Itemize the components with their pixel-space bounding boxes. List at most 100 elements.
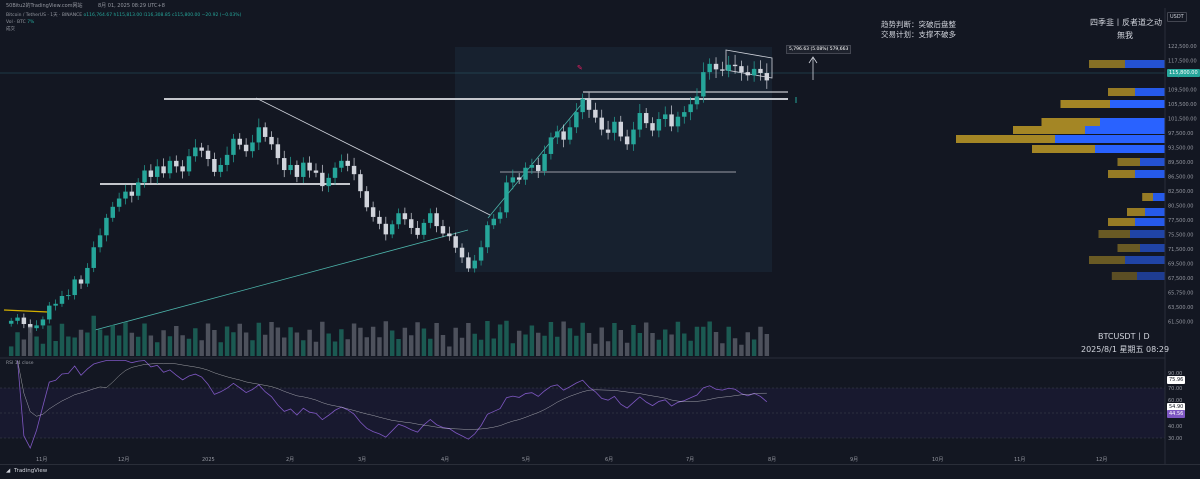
candle-body — [8, 320, 14, 324]
profile-bar-blue — [1137, 272, 1165, 280]
candle-body — [396, 213, 401, 225]
volume-bar — [193, 328, 198, 356]
volume-profile — [956, 60, 1165, 280]
volume-bar — [726, 326, 731, 356]
candle-body — [389, 224, 395, 235]
volume-bar — [148, 335, 154, 356]
candle-body — [643, 113, 649, 124]
candle-body — [612, 121, 617, 133]
profile-bar-blue — [1100, 118, 1165, 126]
candle-body — [110, 206, 115, 218]
candle-body — [148, 170, 154, 177]
brand-label[interactable]: TradingView — [14, 468, 48, 474]
header-bar: 50Bitu2的TradingView.com网站 8月 01, 2025 08… — [0, 0, 1200, 9]
time-tick-label: 7月 — [686, 457, 694, 463]
author-watermark-2: 無我 — [1117, 31, 1133, 40]
volume-bar — [529, 325, 535, 356]
candle-body — [40, 319, 46, 326]
candle-body — [129, 191, 135, 196]
candle-body — [593, 109, 598, 118]
candle-body — [91, 247, 96, 268]
trend-label: 趋势判断： — [881, 20, 919, 29]
tradingview-logo-icon[interactable]: ◢ — [6, 468, 11, 474]
candle-body — [491, 218, 496, 226]
volume-bar — [250, 340, 255, 356]
range-box — [455, 47, 772, 272]
candle-body — [313, 170, 319, 173]
rsi-line — [17, 360, 768, 449]
rsi-legend: RSI 14 close — [6, 361, 34, 366]
candle-body — [580, 98, 585, 113]
candle-body — [434, 213, 439, 227]
candle-body — [161, 166, 166, 174]
profile-bar-yellow — [1032, 145, 1095, 153]
candle-body — [307, 162, 312, 171]
trend-note: 趋势判断：突破后盘整 — [881, 20, 956, 30]
price-tick-label: 82,500.00 — [1168, 189, 1193, 195]
candle-body — [34, 325, 39, 329]
candle-body — [72, 279, 77, 296]
currency-tag[interactable]: USDT — [1167, 12, 1187, 22]
volume-bar — [561, 321, 566, 356]
price-tick-label: 101,500.00 — [1168, 117, 1197, 123]
time-tick-label: 12月 — [1096, 457, 1107, 463]
candle-body — [663, 114, 668, 120]
volume-bar — [155, 342, 160, 356]
candle-body — [262, 127, 268, 137]
candle-body — [656, 119, 662, 131]
profile-bar-yellow — [1127, 208, 1145, 216]
volume-series — [8, 315, 770, 356]
candle-body — [59, 295, 65, 304]
volume-bar — [123, 322, 128, 356]
candle-body — [167, 160, 173, 174]
volume-bar — [161, 330, 166, 356]
candle-body — [497, 212, 503, 219]
candle-body — [243, 144, 249, 152]
volume-bar — [332, 341, 338, 356]
volume-bar — [212, 330, 217, 356]
time-axis[interactable]: 11月 12月 2025 2月 3月 4月 5月 6月 7月 8月 9月 10月 11月 12月 — [36, 457, 1107, 463]
candle-body — [650, 123, 655, 131]
candle-body — [332, 167, 338, 178]
volume-bar — [618, 330, 623, 356]
profile-bar-yellow — [1089, 60, 1125, 68]
chart-datetime: 2025/8/1 星期五 08:29 — [1081, 345, 1170, 354]
rsi-label[interactable]: RSI — [6, 361, 14, 366]
candle-body — [199, 147, 204, 151]
volume-bar — [523, 334, 528, 356]
volume-bar — [707, 321, 712, 356]
volume-bar — [574, 335, 579, 356]
candle-body — [415, 227, 420, 235]
price-axis[interactable]: 122,500.00117,500.00113,500.00109,500.00… — [1168, 44, 1197, 326]
volume-bar — [351, 323, 357, 356]
volume-bar — [256, 322, 262, 356]
candle-body — [586, 98, 592, 110]
volume-bar — [631, 325, 636, 356]
price-tick-label: 93,500.00 — [1168, 146, 1193, 152]
candle-body — [364, 191, 369, 208]
candle-body — [682, 112, 687, 117]
volume-label[interactable]: Vol · BTC — [6, 20, 26, 25]
profile-bar-yellow — [956, 135, 1055, 143]
plan-label: 交易计划： — [881, 30, 919, 39]
candle-body — [694, 96, 700, 105]
profile-bar-yellow — [1117, 244, 1140, 252]
candle-body — [758, 68, 763, 74]
volume-bar — [599, 327, 604, 356]
volume-bar — [186, 338, 192, 356]
price-tick-label: 89,500.00 — [1168, 160, 1193, 166]
volume-bar — [593, 343, 598, 356]
volume-bar — [751, 339, 757, 356]
symbol-label[interactable]: Bitcoin / TetherUS · 1天 · BINANCE — [6, 13, 83, 18]
profile-bar-blue — [1140, 158, 1165, 166]
rsi-ma-line — [17, 360, 767, 430]
time-tick-label: 9月 — [850, 457, 858, 463]
candle-body — [85, 267, 90, 284]
candle-body — [288, 164, 293, 171]
candle-body — [358, 174, 363, 192]
candle-body — [383, 223, 389, 235]
candle-body — [186, 156, 192, 172]
profile-bar-yellow — [1108, 88, 1135, 96]
candle-body — [720, 69, 725, 71]
